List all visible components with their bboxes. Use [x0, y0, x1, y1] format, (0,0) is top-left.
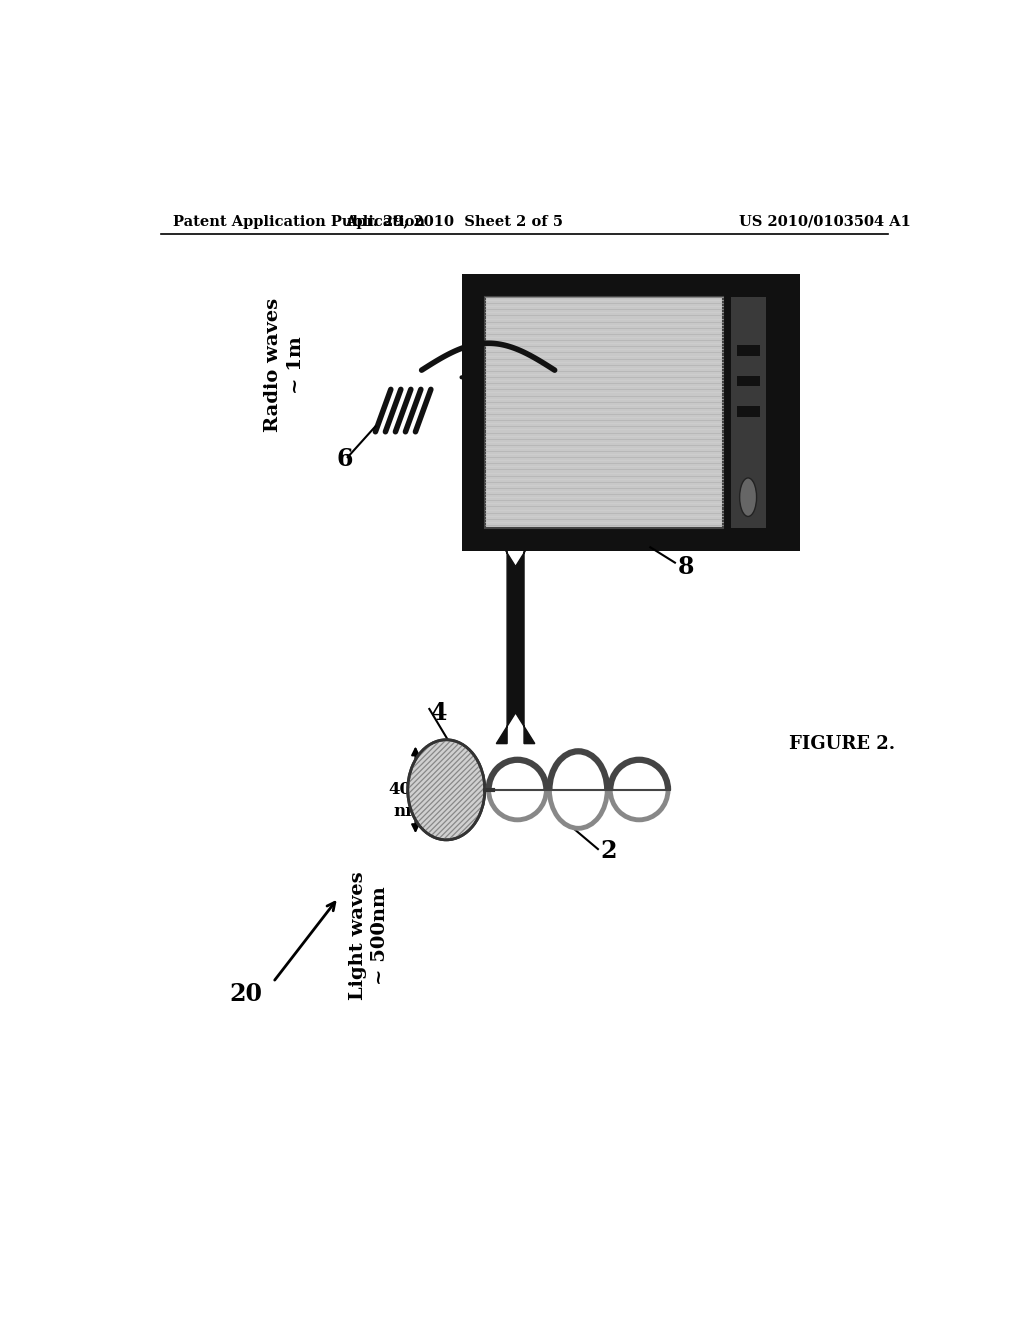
Bar — [484, 297, 724, 528]
Text: 4: 4 — [431, 701, 447, 725]
Text: 20: 20 — [229, 982, 262, 1006]
Polygon shape — [497, 536, 535, 743]
Text: 2: 2 — [600, 840, 616, 863]
Text: US 2010/0103504 A1: US 2010/0103504 A1 — [739, 215, 910, 228]
Text: nm: nm — [393, 803, 423, 820]
Ellipse shape — [408, 739, 484, 840]
Bar — [737, 376, 760, 387]
Bar — [737, 407, 760, 417]
Text: Patent Application Publication: Patent Application Publication — [173, 215, 425, 228]
Bar — [731, 297, 766, 528]
Ellipse shape — [739, 478, 757, 516]
Text: 40: 40 — [388, 781, 412, 799]
Text: FIGURE 2.: FIGURE 2. — [788, 735, 895, 752]
Text: Light waves
~ 500nm: Light waves ~ 500nm — [349, 871, 389, 1001]
Text: Apr. 29, 2010  Sheet 2 of 5: Apr. 29, 2010 Sheet 2 of 5 — [345, 215, 563, 228]
Text: 6: 6 — [337, 446, 353, 471]
Bar — [462, 275, 801, 552]
Bar — [484, 297, 724, 528]
Text: 8: 8 — [677, 554, 694, 578]
Bar — [737, 345, 760, 355]
Text: Radio waves
~ 1m: Radio waves ~ 1m — [264, 298, 305, 432]
